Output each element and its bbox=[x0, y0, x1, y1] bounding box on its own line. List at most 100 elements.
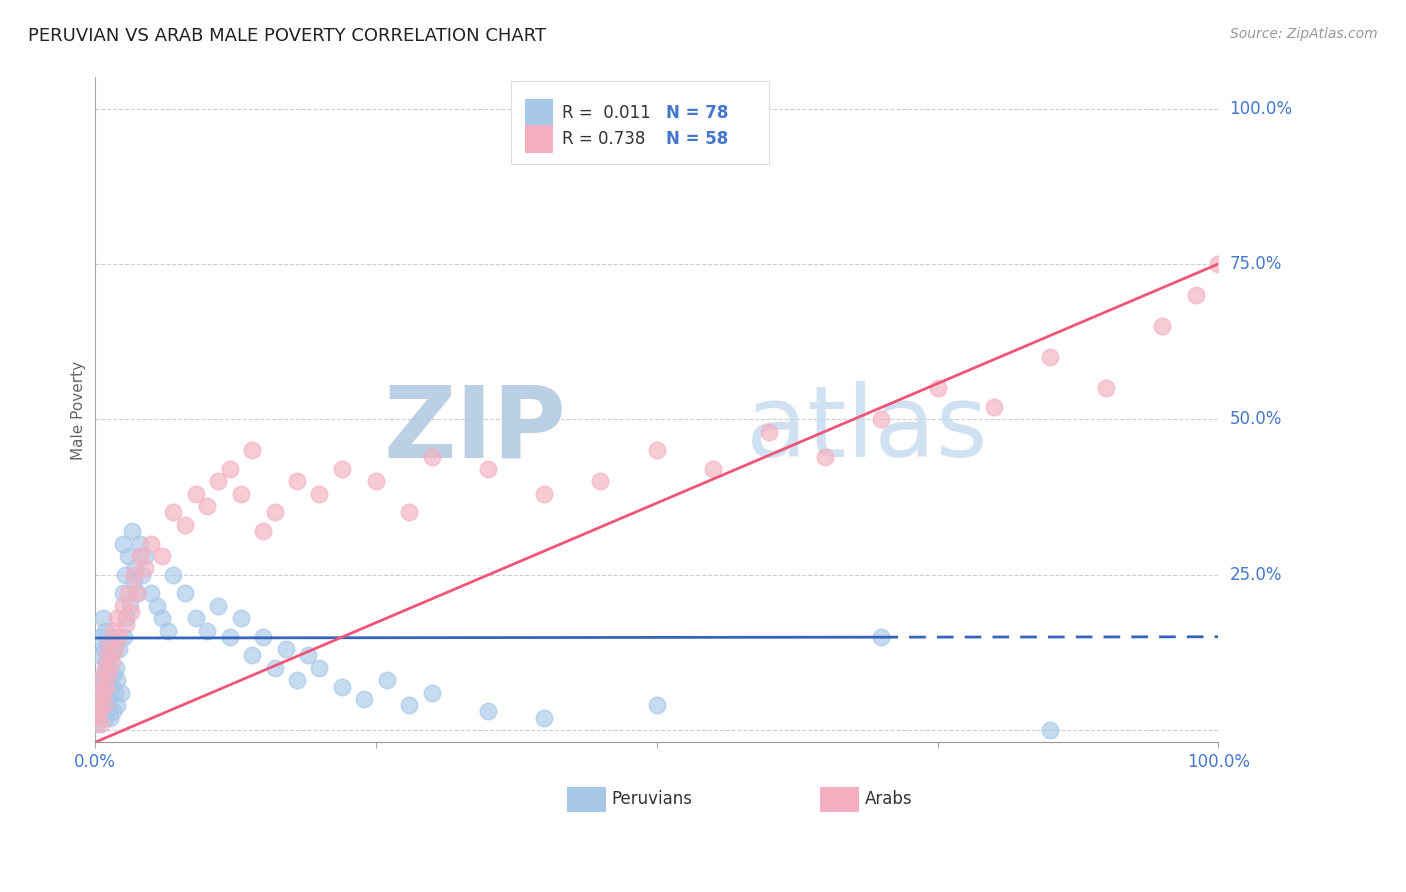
Point bbox=[308, 661, 330, 675]
Point bbox=[814, 450, 837, 464]
Point bbox=[134, 549, 156, 563]
Text: N = 78: N = 78 bbox=[665, 104, 728, 122]
Point bbox=[156, 624, 179, 638]
Point bbox=[297, 648, 319, 663]
Point bbox=[398, 506, 420, 520]
Point bbox=[983, 400, 1005, 414]
Point bbox=[108, 642, 131, 657]
Point bbox=[91, 680, 114, 694]
Point bbox=[645, 443, 668, 458]
Point bbox=[589, 475, 612, 489]
Point bbox=[114, 567, 136, 582]
Point bbox=[285, 673, 308, 688]
Point bbox=[97, 667, 120, 681]
Point bbox=[111, 536, 134, 550]
Point bbox=[118, 599, 141, 613]
Point bbox=[100, 630, 122, 644]
Point bbox=[1039, 350, 1062, 364]
Point bbox=[533, 487, 555, 501]
Point bbox=[128, 536, 150, 550]
Point bbox=[89, 673, 111, 688]
Point bbox=[112, 630, 135, 644]
Point bbox=[100, 655, 122, 669]
Point bbox=[98, 636, 121, 650]
FancyBboxPatch shape bbox=[567, 787, 606, 813]
Point bbox=[139, 586, 162, 600]
Point bbox=[101, 704, 124, 718]
Point bbox=[1152, 319, 1174, 334]
Point bbox=[89, 686, 111, 700]
Point bbox=[86, 716, 108, 731]
Point bbox=[195, 500, 218, 514]
Point bbox=[90, 630, 112, 644]
Point bbox=[94, 692, 117, 706]
Point bbox=[134, 561, 156, 575]
Point bbox=[870, 630, 893, 644]
Point bbox=[375, 673, 398, 688]
Point bbox=[108, 630, 131, 644]
Point bbox=[122, 567, 145, 582]
Y-axis label: Male Poverty: Male Poverty bbox=[72, 360, 86, 459]
Point bbox=[121, 524, 143, 538]
Point bbox=[127, 586, 149, 600]
Point bbox=[115, 617, 138, 632]
Point bbox=[89, 648, 111, 663]
Point bbox=[1208, 257, 1230, 271]
Point bbox=[533, 710, 555, 724]
Point bbox=[162, 567, 184, 582]
Text: PERUVIAN VS ARAB MALE POVERTY CORRELATION CHART: PERUVIAN VS ARAB MALE POVERTY CORRELATIO… bbox=[28, 27, 547, 45]
Point bbox=[93, 642, 115, 657]
Point bbox=[207, 475, 229, 489]
Point bbox=[1185, 288, 1208, 302]
Point bbox=[90, 698, 112, 713]
Point bbox=[87, 692, 110, 706]
Text: N = 58: N = 58 bbox=[665, 130, 728, 148]
Point bbox=[117, 586, 139, 600]
Point bbox=[96, 636, 118, 650]
Text: R =  0.011: R = 0.011 bbox=[562, 104, 651, 122]
Point bbox=[100, 680, 122, 694]
FancyBboxPatch shape bbox=[820, 787, 859, 813]
Point bbox=[104, 642, 127, 657]
Point bbox=[477, 704, 499, 718]
Text: Arabs: Arabs bbox=[865, 790, 912, 808]
Point bbox=[150, 549, 173, 563]
Text: 100.0%: 100.0% bbox=[1230, 100, 1292, 118]
Point bbox=[1095, 381, 1118, 395]
Point bbox=[252, 524, 274, 538]
Point bbox=[94, 655, 117, 669]
Text: 50.0%: 50.0% bbox=[1230, 410, 1282, 428]
Point bbox=[218, 630, 240, 644]
Point bbox=[94, 661, 117, 675]
Point bbox=[94, 624, 117, 638]
Point bbox=[115, 611, 138, 625]
Point bbox=[398, 698, 420, 713]
Point bbox=[93, 698, 115, 713]
Point bbox=[274, 642, 297, 657]
Point bbox=[927, 381, 949, 395]
Point bbox=[330, 680, 353, 694]
FancyBboxPatch shape bbox=[524, 125, 553, 153]
Point bbox=[100, 710, 122, 724]
Point bbox=[645, 698, 668, 713]
Point bbox=[100, 648, 122, 663]
Point bbox=[105, 611, 128, 625]
Point bbox=[870, 412, 893, 426]
Point bbox=[98, 698, 121, 713]
Point bbox=[330, 462, 353, 476]
Point bbox=[1039, 723, 1062, 737]
Point bbox=[90, 716, 112, 731]
Point bbox=[86, 710, 108, 724]
Point bbox=[145, 599, 167, 613]
Point bbox=[173, 517, 195, 532]
Point bbox=[173, 586, 195, 600]
Point bbox=[122, 574, 145, 588]
Point bbox=[240, 648, 263, 663]
Point bbox=[93, 667, 115, 681]
Point bbox=[94, 680, 117, 694]
Point bbox=[87, 692, 110, 706]
Point bbox=[229, 611, 252, 625]
Point bbox=[127, 586, 149, 600]
Point bbox=[758, 425, 780, 439]
Point bbox=[98, 673, 121, 688]
